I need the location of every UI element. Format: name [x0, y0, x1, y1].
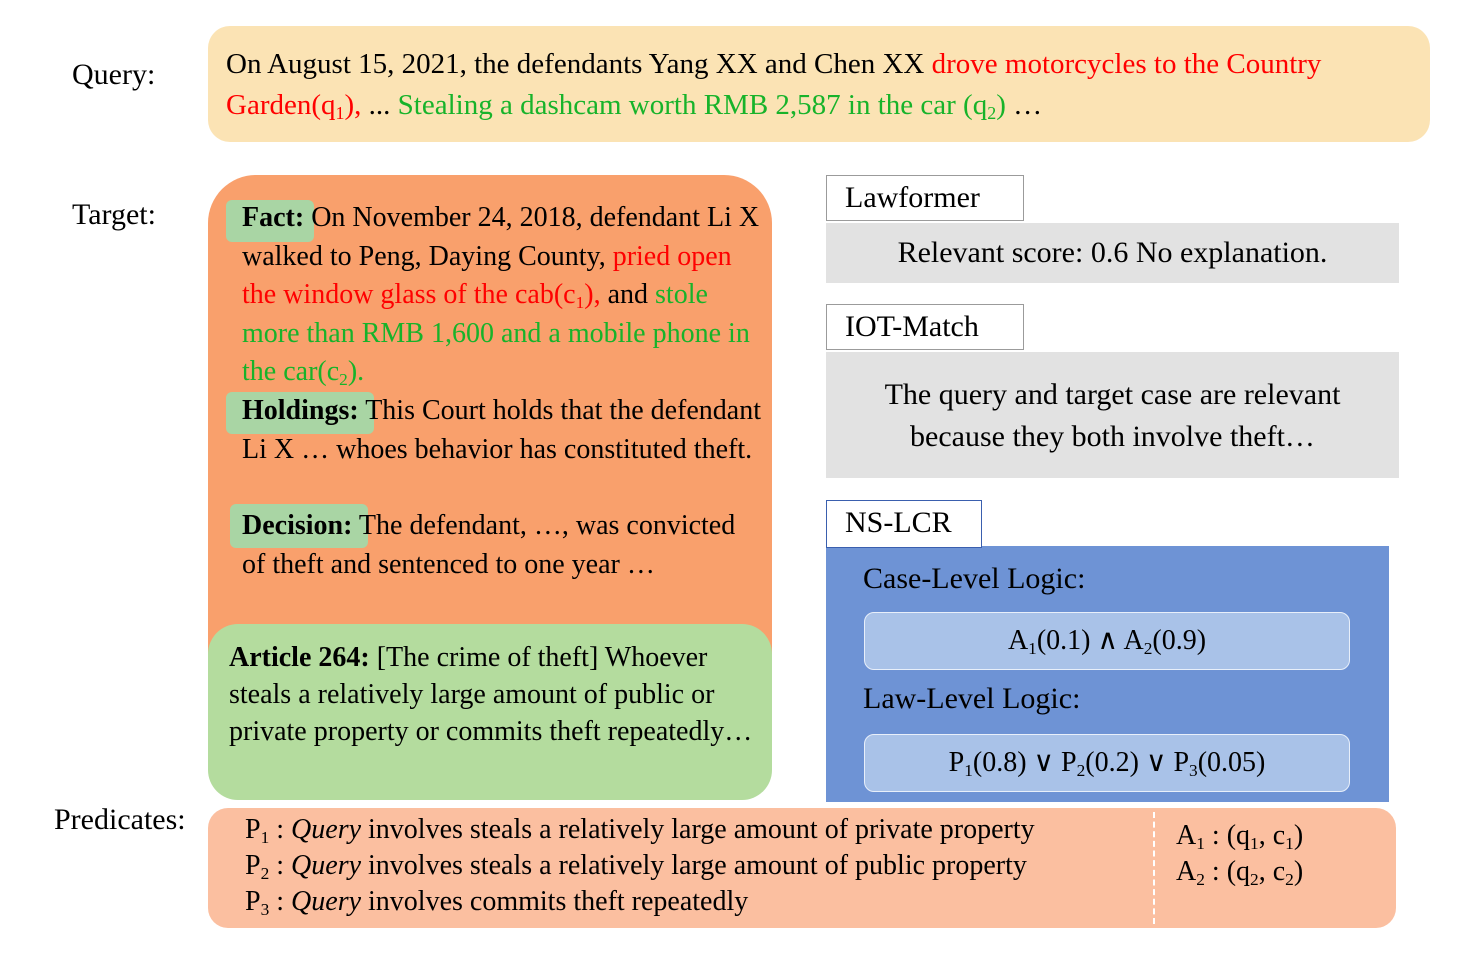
law-level-formula: P1(0.8) ∨ P2(0.2) ∨ P3(0.05) [864, 734, 1350, 792]
query-span-q2: Stealing a dashcam worth RMB 2,587 in th… [397, 89, 1006, 124]
association-list: A1 : (q1, c1) A2 : (q2, c2) [1176, 818, 1303, 890]
query-text-plain: On August 15, 2021, the defendants Yang … [226, 48, 932, 80]
decision-highlight [230, 504, 368, 548]
target-case-text: Fact: On November 24, 2018, defendant Li… [242, 199, 762, 584]
law-level-logic-label: Law-Level Logic: [863, 682, 1081, 715]
predicate-list: P1 : Query involves steals a relatively … [245, 812, 1035, 920]
iot-match-tag: IOT-Match [826, 304, 1024, 350]
predicate-p1: P1 : Query involves steals a relatively … [245, 814, 1035, 847]
target-label: Target: [72, 198, 156, 231]
fact-section: Fact: On November 24, 2018, defendant Li… [242, 202, 760, 389]
query-span-q1: drove motorcycles to the Country Garden(… [226, 48, 1322, 124]
case-level-formula: A1(0.1) ∧ A2(0.9) [864, 612, 1350, 670]
query-text: On August 15, 2021, the defendants Yang … [226, 44, 1421, 126]
fact-highlight [226, 200, 314, 242]
lawformer-output-panel [826, 223, 1399, 283]
holdings-section: Holdings: This Court holds that the defe… [242, 395, 762, 465]
fact-heading: Fact: [242, 202, 305, 233]
predicates-label: Predicates: [54, 803, 186, 836]
query-panel [208, 26, 1430, 142]
case-level-logic-label: Case-Level Logic: [863, 562, 1086, 595]
predicate-p3: P3 : Query involves commits theft repeat… [245, 886, 749, 919]
predicate-p2: P2 : Query involves steals a relatively … [245, 850, 1027, 883]
lawformer-tag: Lawformer [826, 175, 1024, 221]
predicates-divider [1153, 812, 1155, 924]
query-text-gap: ... [361, 89, 398, 121]
article-text: Article 264: [The crime of theft] Whoeve… [229, 642, 753, 747]
decision-heading: Decision: [242, 510, 353, 541]
decision-section: Decision: The defendant, …, was convicte… [242, 510, 736, 580]
iot-match-output-panel [826, 352, 1399, 478]
article-panel [208, 624, 772, 800]
iot-match-output: The query and target case are relevant b… [884, 378, 1341, 453]
lawformer-output: Relevant score: 0.6 No explanation. [897, 236, 1328, 269]
association-a1: A1 : (q1, c1) [1176, 820, 1304, 853]
holdings-highlight [226, 392, 374, 434]
fact-span-c2: stole more than RMB 1,600 and a mobile p… [242, 279, 750, 389]
fact-span-c1: pried open the window glass of the cab(c… [242, 240, 732, 312]
article-heading: Article 264: [229, 642, 370, 673]
ns-lcr-tag: NS-LCR [826, 500, 982, 548]
association-a2: A2 : (q2, c2) [1176, 856, 1304, 889]
query-label: Query: [72, 58, 156, 91]
query-text-tail: … [1005, 89, 1043, 121]
holdings-heading: Holdings: [242, 395, 359, 426]
predicates-panel [208, 808, 1396, 928]
